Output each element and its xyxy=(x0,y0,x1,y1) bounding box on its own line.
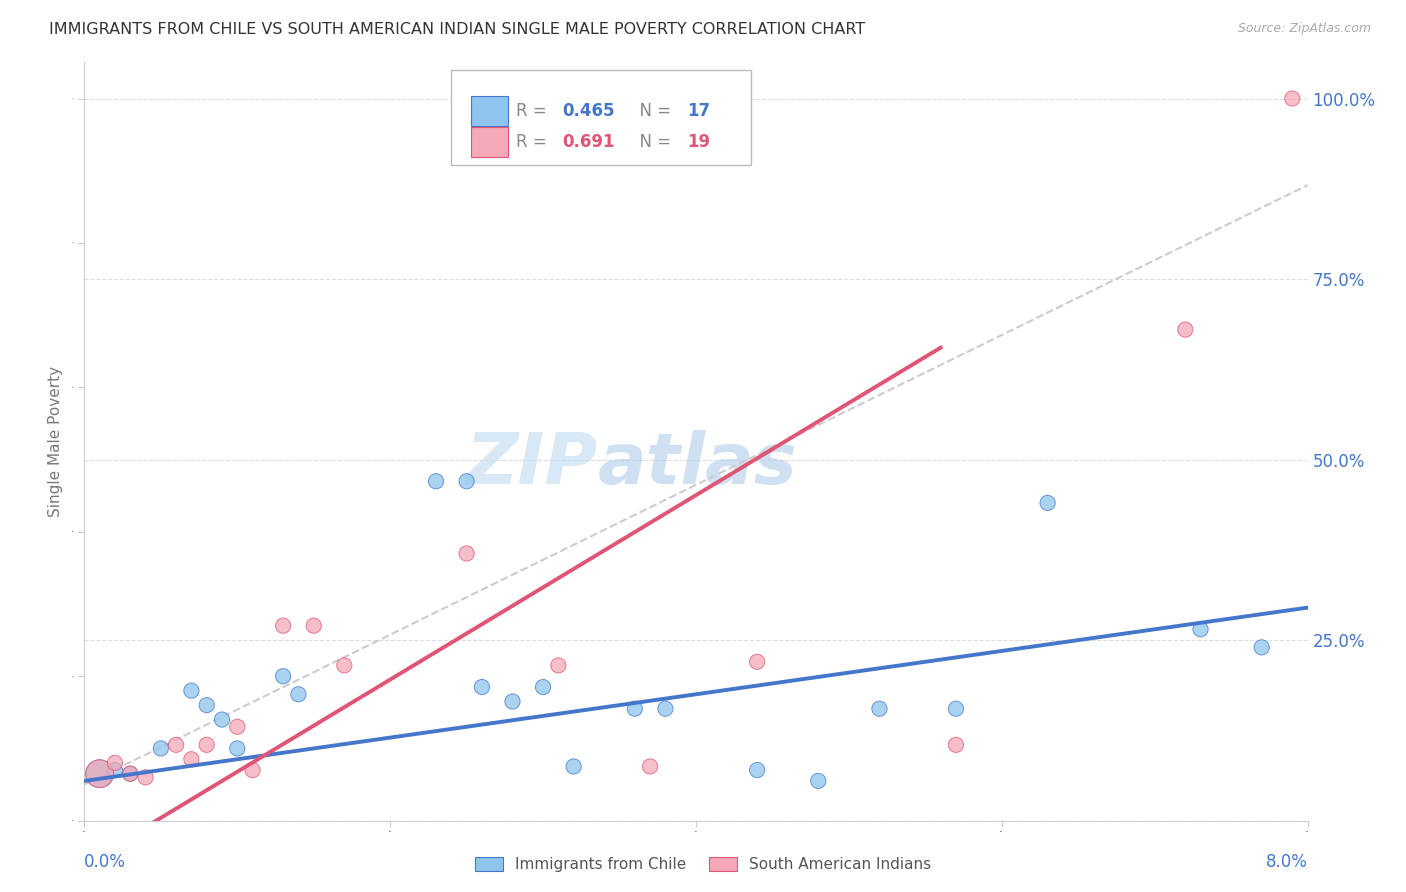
Point xyxy=(1036,496,1059,510)
Text: 19: 19 xyxy=(688,133,710,151)
Point xyxy=(333,658,356,673)
Point xyxy=(531,680,554,694)
Point xyxy=(302,618,325,632)
Point xyxy=(149,741,172,756)
Point xyxy=(425,475,447,489)
Point xyxy=(456,546,478,560)
Point xyxy=(562,759,585,773)
Point xyxy=(104,763,127,777)
Point xyxy=(271,618,294,632)
Point xyxy=(1174,323,1197,337)
Point xyxy=(89,766,111,780)
Text: N =: N = xyxy=(628,133,676,151)
Point xyxy=(638,759,661,773)
Point xyxy=(104,756,127,770)
Point xyxy=(471,680,494,694)
Point xyxy=(945,738,967,752)
Point xyxy=(211,713,233,727)
Point xyxy=(226,741,249,756)
Point xyxy=(120,766,142,780)
Point xyxy=(165,738,187,752)
Point xyxy=(945,702,967,716)
Point xyxy=(869,702,891,716)
Text: 0.691: 0.691 xyxy=(562,133,616,151)
Point xyxy=(180,752,202,766)
Point xyxy=(1281,91,1303,105)
FancyBboxPatch shape xyxy=(451,70,751,165)
Text: N =: N = xyxy=(628,103,676,120)
Text: R =: R = xyxy=(516,133,553,151)
Point xyxy=(195,738,218,752)
Text: atlas: atlas xyxy=(598,430,797,499)
Text: ZIP: ZIP xyxy=(465,430,598,499)
Point xyxy=(624,702,647,716)
Point xyxy=(89,766,111,780)
Point xyxy=(747,655,769,669)
Point xyxy=(654,702,676,716)
Point xyxy=(502,694,524,708)
Text: 17: 17 xyxy=(688,103,710,120)
Point xyxy=(242,763,264,777)
Point xyxy=(226,720,249,734)
Point xyxy=(807,773,830,788)
Text: IMMIGRANTS FROM CHILE VS SOUTH AMERICAN INDIAN SINGLE MALE POVERTY CORRELATION C: IMMIGRANTS FROM CHILE VS SOUTH AMERICAN … xyxy=(49,22,866,37)
Point xyxy=(120,766,142,780)
Point xyxy=(547,658,569,673)
Point xyxy=(747,763,769,777)
Point xyxy=(1250,640,1272,655)
Text: 0.0%: 0.0% xyxy=(84,853,127,871)
Text: 0.465: 0.465 xyxy=(562,103,616,120)
Point xyxy=(195,698,218,712)
Point xyxy=(180,683,202,698)
FancyBboxPatch shape xyxy=(471,127,508,157)
FancyBboxPatch shape xyxy=(471,96,508,127)
Point xyxy=(135,770,157,784)
Point xyxy=(456,475,478,489)
Text: Source: ZipAtlas.com: Source: ZipAtlas.com xyxy=(1237,22,1371,36)
Point xyxy=(271,669,294,683)
Legend: Immigrants from Chile, South American Indians: Immigrants from Chile, South American In… xyxy=(467,849,939,880)
Y-axis label: Single Male Poverty: Single Male Poverty xyxy=(48,366,63,517)
Point xyxy=(287,687,309,701)
Text: R =: R = xyxy=(516,103,553,120)
Point xyxy=(1189,622,1212,636)
Text: 8.0%: 8.0% xyxy=(1265,853,1308,871)
